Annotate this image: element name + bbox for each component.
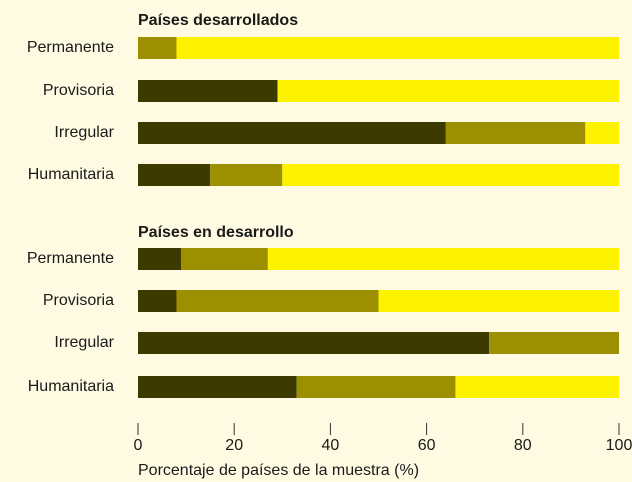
x-tick-label: 0 (134, 437, 143, 454)
x-tick-label: 80 (514, 437, 532, 454)
bar-segment (176, 37, 620, 59)
bar-segment (445, 122, 586, 144)
x-tick-label: 40 (322, 437, 340, 454)
bar-segment (138, 332, 490, 354)
panel-title: Países desarrollados (138, 12, 298, 29)
category-label: Irregular (54, 334, 114, 351)
bar-segment (138, 376, 297, 398)
bar-segment (138, 164, 211, 186)
bar-segment (181, 248, 268, 270)
bar-segment (138, 248, 182, 270)
category-label: Irregular (54, 124, 114, 141)
bar-segment (585, 122, 619, 144)
x-axis-label: Porcentaje de países de la muestra (%) (138, 462, 419, 479)
category-label: Humanitaria (28, 166, 114, 183)
bar-segment (267, 248, 619, 270)
bar-segment (296, 376, 456, 398)
x-tick-label: 100 (606, 437, 632, 454)
panel-title: Países en desarrollo (138, 224, 294, 241)
bar-segment (176, 290, 379, 312)
x-tick-label: 60 (418, 437, 436, 454)
category-label: Humanitaria (28, 378, 114, 395)
bar-segment (210, 164, 283, 186)
x-tick-label: 20 (225, 437, 243, 454)
bar-segment (282, 164, 619, 186)
category-label: Provisoria (43, 292, 114, 309)
bar-segment (138, 290, 177, 312)
bar-segment (489, 332, 619, 354)
bar-segment (277, 80, 619, 102)
bar-segment (455, 376, 619, 398)
category-label: Permanente (27, 250, 114, 267)
bar-segment (138, 122, 446, 144)
bar-segment (138, 37, 177, 59)
category-label: Provisoria (43, 82, 114, 99)
category-label: Permanente (27, 39, 114, 56)
bar-segment (378, 290, 619, 312)
bar-segment (138, 80, 278, 102)
